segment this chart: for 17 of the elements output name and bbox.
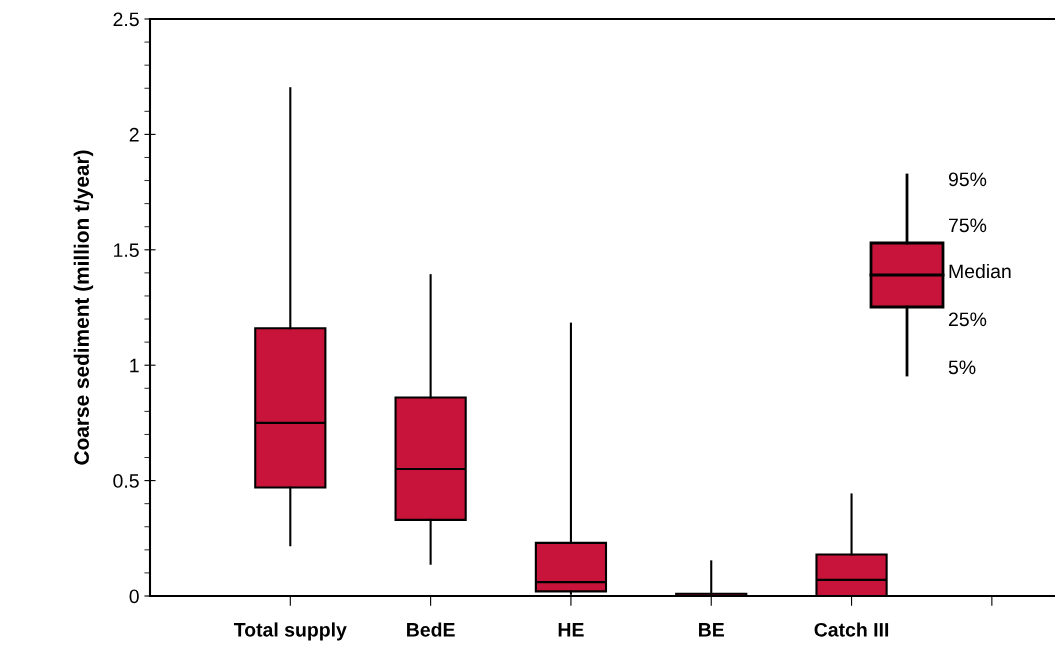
y-tick-label: 1 <box>130 358 139 373</box>
y-tick-label: 0 <box>129 589 139 604</box>
x-tick-label: BedE <box>407 622 455 637</box>
x-tick-label: Total supply <box>234 622 347 641</box>
x-tick-label: BE <box>699 623 724 637</box>
y-tick-label: 1.5 <box>114 243 139 258</box>
annotation: 75% <box>949 218 987 233</box>
y-axis-title: Coarse sediment (million t/year) <box>73 150 94 465</box>
x-tick-label: Catch III <box>814 622 889 637</box>
y-tick-label: 0.5 <box>113 474 139 488</box>
y-tick-label: 2.5 <box>113 12 139 27</box>
x-tick-label: HE <box>558 623 584 637</box>
annotation: 25% <box>948 312 987 327</box>
annotation: Median <box>949 263 1011 279</box>
annotation: 5% <box>948 360 976 375</box>
y-tick-label: 2 <box>129 127 139 142</box>
annotation: 95% <box>948 172 987 187</box>
